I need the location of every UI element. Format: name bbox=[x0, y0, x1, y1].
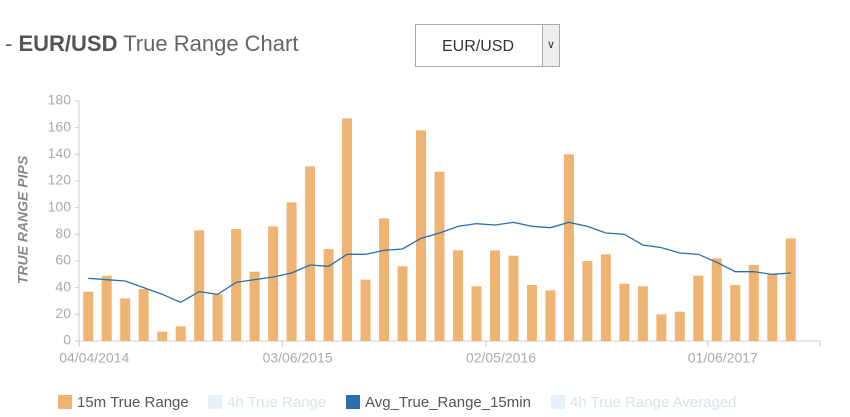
bar bbox=[323, 249, 334, 341]
bar bbox=[379, 218, 390, 341]
bar bbox=[83, 291, 94, 341]
y-tick-label: 120 bbox=[48, 172, 72, 188]
y-tick-label: 20 bbox=[55, 305, 71, 321]
legend-swatch bbox=[346, 395, 360, 409]
title-rest: True Range Chart bbox=[123, 31, 299, 56]
legend-label[interactable]: 4h True Range bbox=[227, 394, 326, 411]
legend-swatch bbox=[58, 395, 72, 409]
bar bbox=[545, 290, 556, 341]
y-tick-label: 0 bbox=[63, 332, 71, 348]
y-tick-label: 40 bbox=[55, 278, 71, 294]
bar bbox=[342, 118, 353, 341]
bar bbox=[730, 285, 741, 341]
bar bbox=[157, 331, 168, 341]
bar bbox=[508, 255, 519, 341]
bar bbox=[268, 226, 279, 341]
bar bbox=[674, 311, 685, 341]
bar bbox=[748, 265, 759, 341]
y-tick-label: 80 bbox=[55, 225, 71, 241]
bar bbox=[397, 266, 408, 341]
x-tick-label: 01/06/2017 bbox=[688, 350, 758, 366]
bar bbox=[305, 166, 316, 341]
x-tick-label: 02/05/2016 bbox=[466, 350, 536, 366]
y-tick-label: 160 bbox=[48, 118, 72, 134]
bar bbox=[138, 289, 149, 341]
y-tick-label: 180 bbox=[48, 92, 72, 108]
bar bbox=[175, 326, 186, 341]
bar bbox=[231, 229, 242, 341]
bar bbox=[120, 298, 131, 341]
legend-label[interactable]: 4h True Range Averaged bbox=[570, 394, 737, 411]
pair-dropdown[interactable]: EUR/USD ∨ bbox=[415, 24, 560, 67]
bar bbox=[416, 130, 427, 341]
y-tick-label: 60 bbox=[55, 252, 71, 268]
title-bold: EUR/USD bbox=[18, 31, 118, 56]
bar bbox=[637, 286, 648, 341]
bar bbox=[212, 294, 223, 341]
bar bbox=[101, 275, 112, 341]
bar bbox=[434, 171, 445, 341]
legend-swatch bbox=[208, 395, 222, 409]
y-tick-label: 100 bbox=[48, 198, 72, 214]
legend-label[interactable]: 15m True Range bbox=[77, 394, 189, 411]
y-axis-label: TRUE RANGE PIPS bbox=[15, 155, 31, 284]
bar bbox=[286, 202, 297, 341]
bar bbox=[582, 261, 593, 341]
bar bbox=[563, 154, 574, 341]
header: - EUR/USD True Range Chart bbox=[5, 31, 298, 57]
bar bbox=[785, 238, 796, 341]
x-tick-label: 03/06/2015 bbox=[263, 350, 333, 366]
bar bbox=[600, 254, 611, 341]
bar bbox=[711, 258, 722, 341]
title-prefix: - bbox=[5, 31, 13, 56]
bar bbox=[452, 250, 463, 341]
bar bbox=[767, 274, 778, 341]
bar bbox=[656, 314, 667, 341]
bar bbox=[489, 250, 500, 341]
y-tick-label: 140 bbox=[48, 145, 72, 161]
dropdown-value: EUR/USD bbox=[442, 38, 515, 55]
bar bbox=[619, 283, 630, 341]
x-tick-label: 04/04/2014 bbox=[59, 350, 129, 366]
bar bbox=[194, 230, 205, 341]
dropdown-arrow[interactable]: ∨ bbox=[542, 25, 559, 66]
line bbox=[88, 221, 791, 304]
bar bbox=[471, 286, 482, 341]
legend-swatch bbox=[551, 395, 565, 409]
bar bbox=[526, 285, 537, 341]
bar bbox=[693, 275, 704, 341]
bar bbox=[360, 279, 371, 341]
bar bbox=[249, 271, 260, 341]
legend-label[interactable]: Avg_True_Range_15min bbox=[365, 394, 531, 411]
